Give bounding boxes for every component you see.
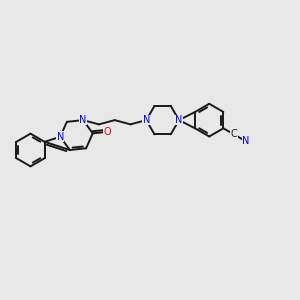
Text: N: N <box>56 132 64 142</box>
Text: N: N <box>242 136 250 146</box>
Text: N: N <box>142 115 150 125</box>
Text: C: C <box>231 129 237 140</box>
Text: N: N <box>80 115 87 125</box>
Text: N: N <box>175 115 183 125</box>
Text: O: O <box>103 127 111 137</box>
